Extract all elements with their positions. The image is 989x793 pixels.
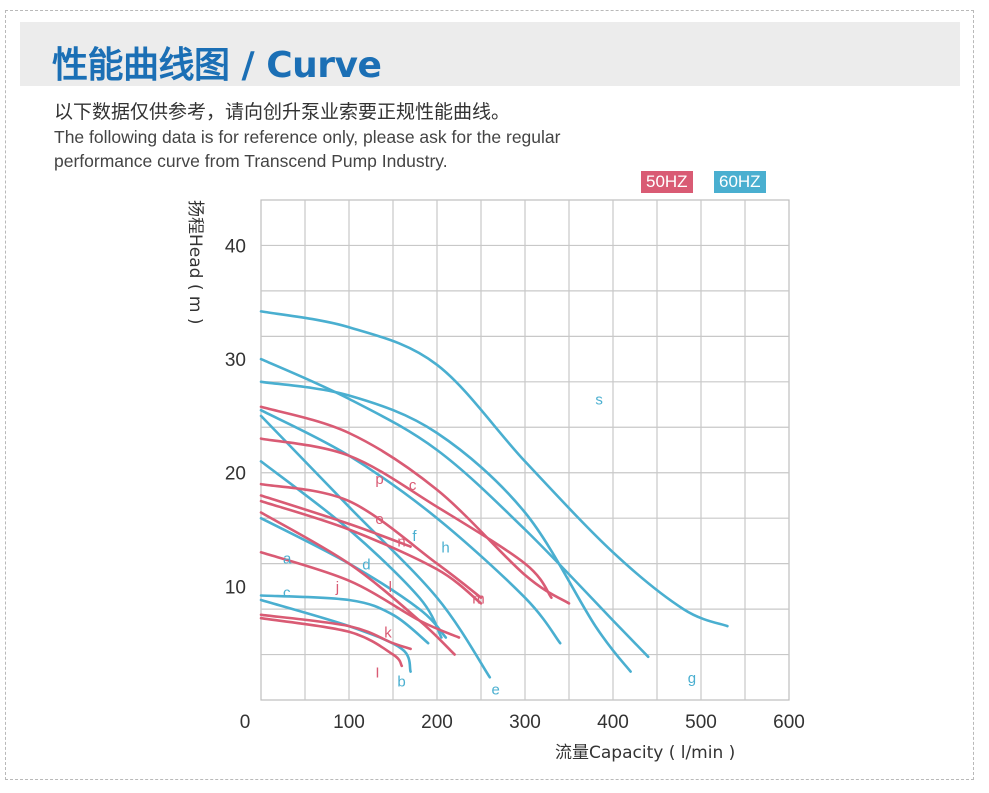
curve-label-o: o: [375, 511, 383, 528]
y-tick-label: 20: [225, 464, 246, 485]
x-tick-label: 600: [773, 712, 805, 733]
x-tick-label: 300: [509, 712, 541, 733]
curve-p-50hz: [259, 437, 553, 599]
description-english-line-1: The following data is for reference only…: [54, 127, 561, 147]
y-tick-label: 30: [225, 350, 246, 371]
curve-label-k: k: [384, 625, 392, 642]
chart-tick-labels: 0 100 200 300 400 500 600 10 20 30 40: [225, 236, 805, 733]
curve-label-c: c: [409, 477, 417, 494]
curve-label-l: l: [389, 579, 392, 596]
curve-label-p: p: [375, 471, 383, 488]
curve-m-50hz: [259, 499, 483, 605]
description-english-line-2: performance curve from Transcend Pump In…: [54, 151, 448, 171]
curve-c-50hz: [259, 405, 571, 605]
curve-label-s: s: [595, 392, 603, 409]
curve-d-60hz: [259, 460, 443, 639]
curve-l-50hz: [259, 551, 461, 639]
curve-e-60hz: [259, 414, 492, 679]
outer-frame: [5, 10, 974, 780]
y-tick-label: 40: [225, 236, 246, 257]
legend-50hz: 50HZ: [641, 171, 693, 193]
curve-label-e: e: [492, 681, 500, 698]
x-tick-label: 0: [240, 712, 251, 733]
curve-label-d: d: [362, 556, 370, 573]
x-axis-title: 流量Capacity ( l/min ): [555, 743, 735, 763]
curve-label-g: g: [688, 670, 696, 687]
description-chinese: 以下数据仅供参考，请向创升泵业索要正规性能曲线。: [54, 101, 511, 123]
curve-label-j: j: [335, 579, 339, 596]
curve-label-h: h: [441, 539, 449, 556]
curve-label-c: c: [283, 585, 291, 602]
curve-label-b: b: [397, 673, 405, 690]
legend-60hz: 60HZ: [714, 171, 766, 193]
x-tick-label: 100: [333, 712, 365, 733]
curve-label-f: f: [412, 528, 417, 545]
curve-o-50hz: [259, 482, 483, 599]
curve-h-60hz: [259, 380, 632, 673]
curve-a-60hz: [259, 516, 448, 639]
curve-s-60hz: [259, 310, 729, 628]
curve-c-60hz: [259, 594, 430, 645]
curve-I-50hz: [259, 616, 404, 668]
chart-curves: [259, 310, 729, 679]
curve-j-50hz: [259, 511, 456, 656]
title-bar: [20, 22, 960, 86]
curve-label-I: I: [375, 664, 379, 681]
curve-label-n: n: [397, 534, 405, 551]
x-tick-label: 500: [685, 712, 717, 733]
y-axis-title: 扬程Head ( m ): [185, 200, 205, 325]
curve-label-m: m: [472, 590, 485, 607]
x-tick-label: 400: [597, 712, 629, 733]
x-tick-label: 200: [421, 712, 453, 733]
page-title: 性能曲线图 / Curve: [52, 45, 382, 86]
curve-n-50hz: [259, 494, 412, 548]
curve-label-a: a: [283, 551, 292, 568]
curve-k-50hz: [259, 613, 412, 651]
curve-g-60hz: [259, 357, 650, 659]
curve-f-60hz: [259, 408, 562, 645]
y-tick-label: 10: [225, 577, 246, 598]
